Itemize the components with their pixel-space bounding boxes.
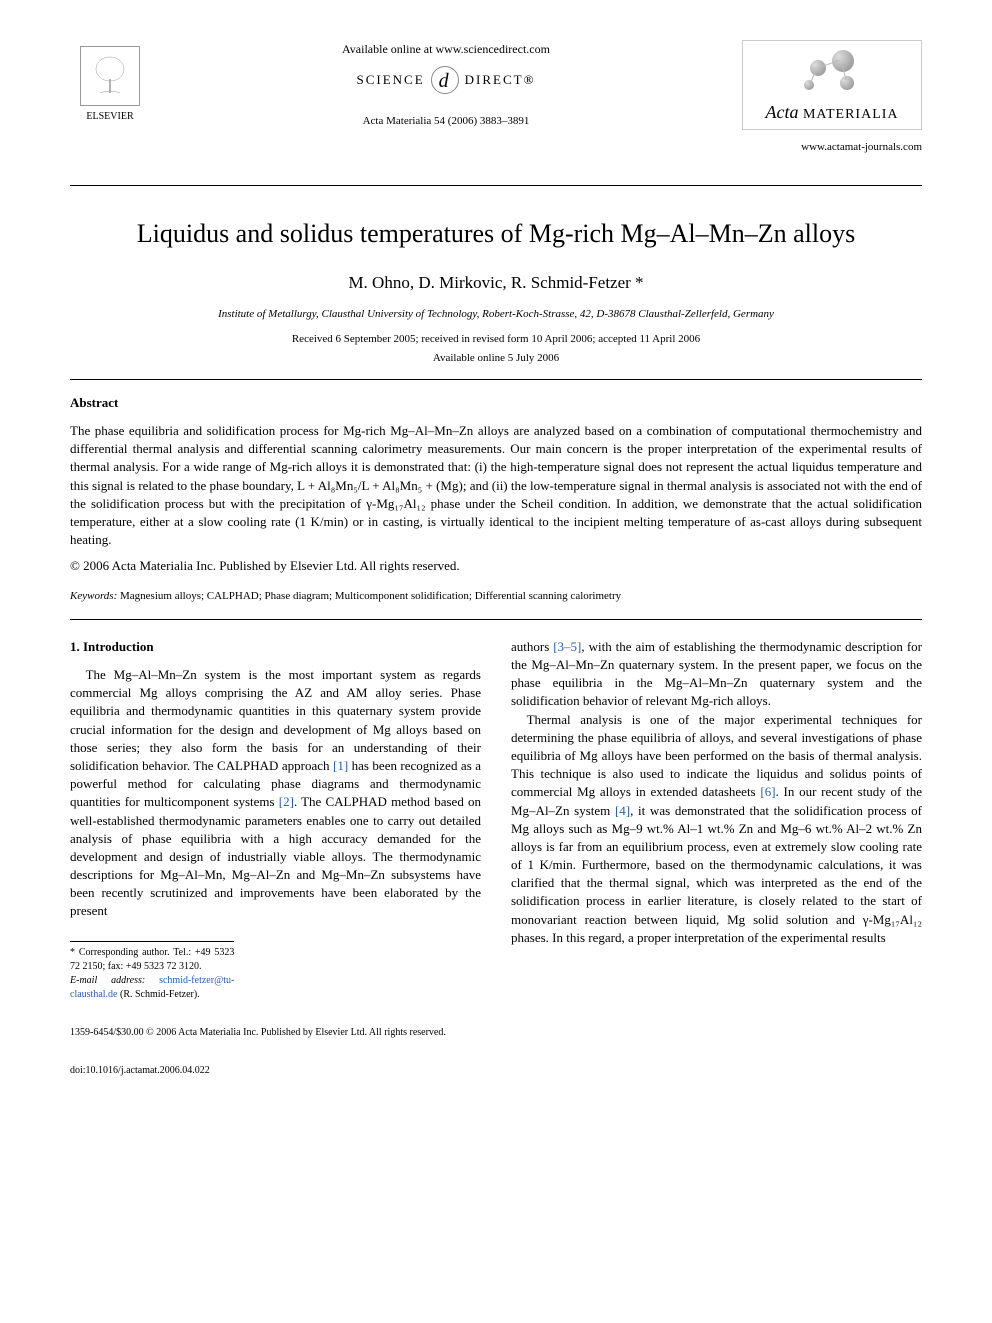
column-right: authors [3–5], with the aim of establish… — [511, 638, 922, 1002]
abstract-heading: Abstract — [70, 394, 922, 412]
ref-link-1[interactable]: [1] — [333, 758, 348, 773]
intro-text-1c: . The CALPHAD method based on well-estab… — [70, 794, 481, 918]
intro-para-1: The Mg–Al–Mn–Zn system is the most impor… — [70, 666, 481, 921]
keywords-line: Keywords: Magnesium alloys; CALPHAD; Pha… — [70, 589, 922, 604]
abstract-text: The phase equilibria and solidification … — [70, 422, 922, 549]
citation-line: Acta Materialia 54 (2006) 3883–3891 — [150, 114, 742, 129]
affiliation: Institute of Metallurgy, Clausthal Unive… — [70, 307, 922, 322]
rule-after-keywords — [70, 619, 922, 620]
sciencedirect-left: SCIENCE — [357, 71, 425, 89]
rule-top — [70, 185, 922, 186]
email-label: E-mail address: — [70, 975, 159, 986]
intro-para-2: Thermal analysis is one of the major exp… — [511, 711, 922, 947]
dates-received: Received 6 September 2005; received in r… — [70, 332, 922, 347]
intro-para-1-cont: authors [3–5], with the aim of establish… — [511, 638, 922, 711]
dates-available: Available online 5 July 2006 — [70, 351, 922, 366]
email-suffix: (R. Schmid-Fetzer). — [117, 989, 199, 1000]
intro-text-3c: , it was demonstrated that the solidific… — [511, 803, 922, 945]
intro-heading: 1. Introduction — [70, 638, 481, 656]
sciencedirect-logo: SCIENCE d DIRECT® — [357, 66, 536, 94]
footer-copyright: 1359-6454/$30.00 © 2006 Acta Materialia … — [70, 1026, 922, 1040]
ref-link-4[interactable]: [4] — [615, 803, 630, 818]
ref-link-35[interactable]: [3–5] — [553, 639, 581, 654]
elsevier-logo: ELSEVIER — [70, 40, 150, 130]
journal-logo-box: Acta MATERIALIA — [742, 40, 922, 130]
footer-doi: doi:10.1016/j.actamat.2006.04.022 — [70, 1064, 922, 1078]
elsevier-label: ELSEVIER — [86, 110, 133, 124]
header-center: Available online at www.sciencedirect.co… — [150, 41, 742, 129]
ref-link-6[interactable]: [6] — [760, 784, 775, 799]
header-row: ELSEVIER Available online at www.science… — [70, 40, 922, 130]
authors-line: M. Ohno, D. Mirkovic, R. Schmid-Fetzer * — [70, 271, 922, 295]
journal-spheres-icon — [802, 46, 862, 96]
keywords-label: Keywords: — [70, 590, 117, 602]
column-left: 1. Introduction The Mg–Al–Mn–Zn system i… — [70, 638, 481, 1002]
journal-title: Acta MATERIALIA — [765, 100, 898, 125]
available-online-text: Available online at www.sciencedirect.co… — [150, 41, 742, 58]
sciencedirect-d-icon: d — [431, 66, 459, 94]
ref-link-2[interactable]: [2] — [279, 794, 294, 809]
corresponding-author: * Corresponding author. Tel.: +49 5323 7… — [70, 946, 234, 974]
abstract-copyright: © 2006 Acta Materialia Inc. Published by… — [70, 557, 922, 575]
journal-url[interactable]: www.actamat-journals.com — [70, 140, 922, 155]
keywords-list: Magnesium alloys; CALPHAD; Phase diagram… — [117, 590, 621, 602]
article-title: Liquidus and solidus temperatures of Mg-… — [70, 216, 922, 252]
footnote-block: * Corresponding author. Tel.: +49 5323 7… — [70, 941, 234, 1002]
rule-after-dates — [70, 379, 922, 380]
sciencedirect-right: DIRECT® — [465, 71, 536, 89]
intro-text-2a: authors — [511, 639, 553, 654]
journal-name-caps: MATERIALIA — [798, 107, 898, 122]
body-columns: 1. Introduction The Mg–Al–Mn–Zn system i… — [70, 638, 922, 1002]
elsevier-tree-icon — [80, 46, 140, 106]
journal-name-italic: Acta — [765, 102, 798, 122]
email-line: E-mail address: schmid-fetzer@tu-clausth… — [70, 974, 234, 1002]
